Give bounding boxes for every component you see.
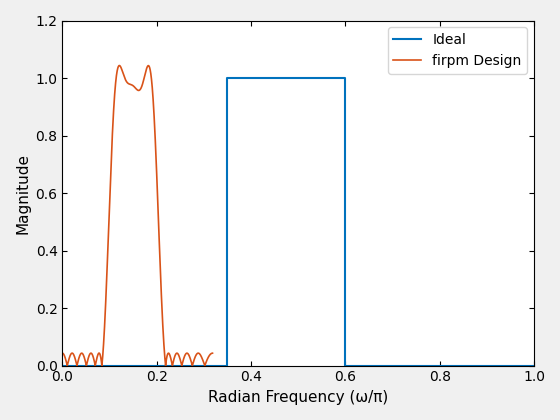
Ideal xyxy=(224,76,231,81)
firpm Design xyxy=(187,357,194,362)
Line: Ideal: Ideal xyxy=(62,78,534,365)
Line: firpm Design: firpm Design xyxy=(62,66,212,365)
Ideal xyxy=(342,363,349,368)
firpm Design xyxy=(59,351,66,356)
Ideal xyxy=(342,76,349,81)
firpm Design xyxy=(120,73,127,78)
Y-axis label: Magnitude: Magnitude xyxy=(15,152,30,234)
Ideal xyxy=(224,363,231,368)
firpm Design xyxy=(139,82,146,87)
firpm Design xyxy=(122,76,128,81)
X-axis label: Radian Frequency (ω/π): Radian Frequency (ω/π) xyxy=(208,390,388,405)
firpm Design xyxy=(116,63,123,68)
Ideal xyxy=(531,363,538,368)
firpm Design xyxy=(209,351,216,356)
firpm Design xyxy=(167,356,174,361)
Legend: Ideal, firpm Design: Ideal, firpm Design xyxy=(388,27,527,74)
Ideal xyxy=(59,363,66,368)
firpm Design xyxy=(99,363,105,368)
firpm Design xyxy=(104,256,111,261)
